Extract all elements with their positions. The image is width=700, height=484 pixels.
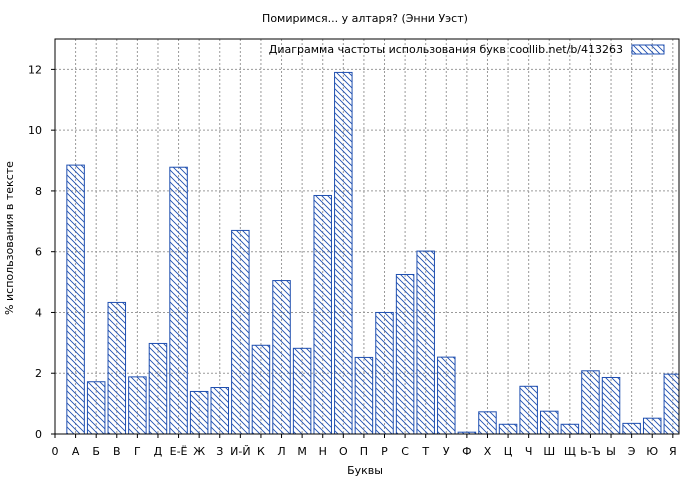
y-tick-label: 6 [35,246,42,259]
x-tick-label: У [443,445,450,458]
bar-Я [663,373,680,435]
x-tick-label: Э [628,445,636,458]
bars [66,71,680,435]
x-tick-label: Н [319,445,327,458]
x-tick-label: М [297,445,307,458]
bar-Ы [601,376,621,435]
bar-В [107,301,127,435]
x-tick-label: С [401,445,409,458]
x-tick-label: Г [134,445,141,458]
bar-Ж [189,390,209,435]
x-tick-label: Б [92,445,100,458]
bar-Д [148,342,168,435]
x-tick-label: 0 [52,445,59,458]
bar-З [210,387,230,435]
bar-О [334,71,353,435]
chart-title: Помиримся... у алтаря? (Энни Уэст) [262,12,468,25]
y-tick-label: 10 [28,124,42,137]
bar-Б [86,381,106,435]
x-tick-label: Ц [504,445,513,458]
bar-С [395,273,415,435]
x-tick-label: А [72,445,80,458]
x-tick-label: Л [277,445,285,458]
bar-М [292,347,312,435]
x-tick-label: З [216,445,223,458]
bar-Ь-Ъ [581,370,600,435]
x-tick-label: Ю [646,445,658,458]
x-tick-label: Ч [525,445,533,458]
x-tick-label: Ф [462,445,471,458]
x-tick-label: Щ [564,445,576,458]
bar-Ц [498,423,518,435]
y-axis-label: % использования в тексте [3,161,16,315]
x-tick-label: Ж [193,445,205,458]
bar-Г [128,376,147,435]
bar-А [66,164,85,435]
x-tick-label: К [257,445,265,458]
bar-П [354,356,374,435]
y-tick-label: 2 [35,367,42,380]
x-tick-label: Х [484,445,492,458]
legend-swatch [631,44,665,55]
plot-frame [54,38,680,435]
x-tick-label: О [339,445,348,458]
x-tick-label: Ы [606,445,616,458]
bar-Р [375,311,394,435]
x-tick-label: В [113,445,121,458]
axes [51,38,680,438]
x-tick-label: Д [154,445,163,458]
bar-Л [272,280,291,435]
x-tick-label: Т [421,445,429,458]
x-tick-label: И-Й [230,445,250,458]
y-tick-label: 0 [35,428,42,441]
bar-Ш [540,410,559,435]
bar-И-Й [231,229,250,435]
bar-Н [313,194,332,435]
y-tick-label: 8 [35,185,42,198]
x-tick-label: Ь-Ъ [580,445,601,458]
bar-Щ [560,423,580,435]
x-tick-label: Я [669,445,677,458]
y-tick-label: 12 [28,63,42,76]
bar-Ю [642,417,662,435]
bar-Э [622,422,641,435]
bar-Т [416,250,435,435]
bar-Е-Ё [169,166,188,435]
bar-У [437,356,456,435]
x-axis-label: Буквы [347,464,383,477]
legend: Диаграмма частоты использования букв coo… [269,43,665,56]
legend-label: Диаграмма частоты использования букв coo… [269,43,623,56]
bar-К [251,344,271,435]
bar-Ч [519,385,538,435]
x-tick-label: Ш [543,445,555,458]
x-tick-label: П [360,445,368,458]
x-tick-label: Р [381,445,388,458]
bar-Х [478,411,497,435]
y-tick-label: 4 [35,306,42,319]
x-tick-label: Е-Ё [170,445,188,458]
